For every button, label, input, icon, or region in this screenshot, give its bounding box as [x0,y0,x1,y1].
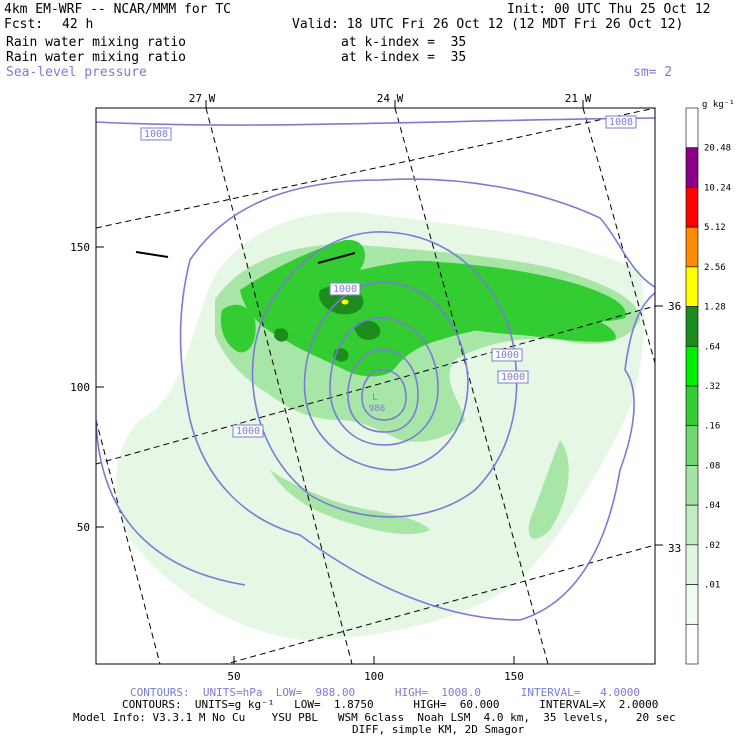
x-tick-label: 100 [364,670,384,683]
x-tick-label: 50 [227,670,240,683]
contour-label: 1000 [236,426,260,437]
footer-diffusion-info: DIFF, simple KM, 2D Smagor [352,723,525,736]
contour-label: 1000 [495,350,519,361]
pressure-contours [96,117,655,621]
legend-level-label: .04 [704,501,720,511]
legend-level-label: 1.28 [704,303,726,313]
field1-name: Rain water mixing ratio [6,35,187,50]
legend-level-label: .64 [704,342,720,352]
contour-label-box [605,115,637,129]
parallel-north [96,108,655,229]
forecast-label: Fcst: [4,17,44,32]
axis-ticks [96,100,663,664]
legend-swatch [685,465,699,506]
legend-level-label: 5.12 [704,223,726,233]
meridian-24w [394,108,549,664]
map-frame [95,107,656,665]
legend-level-label: .32 [704,382,720,392]
contour-label: 1000 [501,372,525,383]
meridian-27w [205,108,353,664]
legend-swatch [685,623,699,665]
contour-core-2 [347,349,419,433]
smoothing-label: sm= 2 [633,65,673,80]
legend-level-label: .08 [704,461,720,471]
map-content [96,108,655,664]
parallel-33n [223,544,655,664]
contour-label: 1008 [144,129,168,140]
init-time: Init: 00 UTC Thu 25 Oct 12 [507,2,711,17]
field3-name: Sea-level pressure [6,65,147,80]
contour-outer [179,178,655,621]
top-lon-label: 21 W [565,92,592,105]
contour-1008 [96,117,655,126]
rain-core-dark-4 [274,328,289,342]
y-tick-label: 50 [77,521,90,534]
legend-level-label: 20.48 [704,144,731,154]
legend-swatch [685,425,699,466]
contour-label-box [491,348,523,362]
legend-swatch [685,226,699,268]
y-tick-label: 150 [70,241,90,254]
legend-swatch [685,584,699,625]
legend-swatch [685,306,699,347]
footer-contours-rain: CONTOURS: UNITS=g kg⁻¹ LOW= 1.8750 HIGH=… [122,698,659,711]
contour-label: 1008 [609,117,633,128]
footer-model-info: Model Info: V3.3.1 M No Cu YSU PBL WSM 6… [73,711,676,724]
forecast-value: 42 h [62,17,94,32]
wind-barb-west [135,251,169,258]
legend-unit: g kg⁻¹ [702,100,735,110]
legend-swatch [685,544,699,585]
contour-mid [251,231,518,518]
contour-label-box [232,424,264,438]
legend-swatch [685,385,699,427]
rain-region-light-south [270,470,430,535]
contour-label: 1000 [333,284,357,295]
x-tick-label: 150 [504,670,524,683]
contour-label-box [329,282,361,296]
legend-swatch [685,345,699,387]
top-lon-label: 24 W [377,92,404,105]
field2-name: Rain water mixing ratio [6,50,187,65]
legend-swatch [685,187,699,228]
legend-level-label: 10.24 [704,183,731,193]
legend-level-label: .01 [704,581,720,591]
latlon-grid [96,108,655,664]
contour-inner [303,281,469,471]
parallel-36n [96,305,655,465]
field1-level: at k-index = 35 [341,35,467,50]
rain-region-medium-west [220,304,256,353]
legend-swatch [685,147,699,188]
contour-label-box [140,127,172,141]
low-center-marker: L [372,393,377,403]
valid-time: Valid: 18 UTC Fri 26 Oct 12 (12 MDT Fri … [292,17,684,32]
legend-swatch [685,266,699,307]
contour-label-box [497,370,529,384]
low-center-value: 986 [369,404,385,414]
rain-core-dark-2 [354,320,381,340]
top-lon-label: 27 W [189,92,216,105]
model-title: 4km EM-WRF -- NCAR/MMM for TC [4,2,231,17]
legend-level-label: .16 [704,422,720,432]
field2-level: at k-index = 35 [341,50,467,65]
contour-west-loop [96,419,246,586]
wind-barbs [135,251,356,264]
rain-peak-yellow [340,298,350,306]
wind-barb-north [317,252,356,264]
rain-region-light-east [528,440,569,539]
legend-swatch [685,504,699,546]
legend-level-label: .02 [704,541,720,551]
rain-region-medium-band [430,300,616,342]
legend-level-label: 2.56 [704,263,726,273]
y-tick-label: 100 [70,381,90,394]
legend-swatch [685,107,699,149]
contour-core-1 [329,317,439,446]
contour-core-3 [361,369,407,421]
footer-contours-pressure: CONTOURS: UNITS=hPa LOW= 988.00 HIGH= 10… [130,686,640,699]
